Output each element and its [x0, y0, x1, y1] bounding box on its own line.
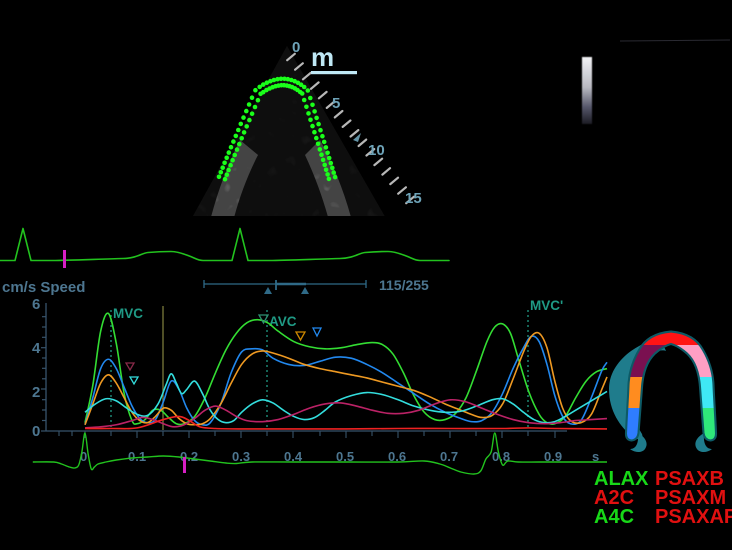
svg-text:0.7: 0.7 — [440, 449, 458, 464]
svg-text:MVC': MVC' — [530, 298, 563, 313]
svg-text:0.2: 0.2 — [180, 449, 198, 464]
svg-text:A4C: A4C — [594, 506, 634, 528]
svg-text:MVC: MVC — [113, 306, 143, 321]
svg-text:0.1: 0.1 — [128, 449, 146, 464]
svg-text:6: 6 — [32, 296, 40, 313]
svg-text:4: 4 — [32, 340, 41, 357]
svg-text:2: 2 — [32, 384, 40, 401]
svg-text:0: 0 — [32, 423, 40, 440]
svg-text:PSAXAP: PSAXAP — [655, 506, 732, 528]
